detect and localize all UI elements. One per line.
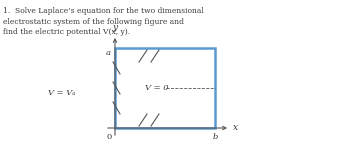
Text: x: x	[233, 124, 238, 132]
Text: y: y	[112, 23, 118, 32]
Text: a: a	[106, 49, 111, 57]
Text: b: b	[212, 133, 218, 141]
Text: 0: 0	[107, 133, 112, 141]
Text: electrostatic system of the following figure and: electrostatic system of the following fi…	[3, 18, 184, 26]
Text: 1.  Solve Laplace’s equation for the two dimensional: 1. Solve Laplace’s equation for the two …	[3, 7, 204, 15]
Text: V = Vₐ: V = Vₐ	[48, 89, 75, 97]
Bar	[115, 48, 215, 128]
Text: V = 0: V = 0	[145, 84, 169, 92]
Text: find the electric potential V(x, y).: find the electric potential V(x, y).	[3, 28, 130, 36]
